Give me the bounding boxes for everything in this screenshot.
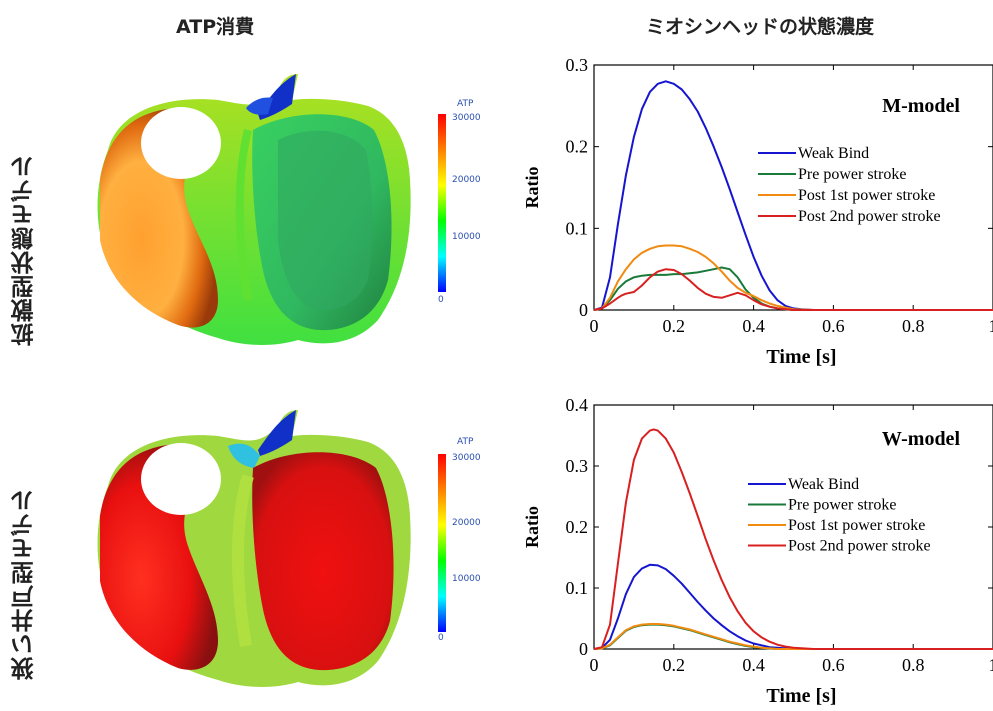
colorbar-top-tick: 0 [438, 295, 444, 305]
x-tick-label: 0 [590, 316, 599, 336]
colorbar-bottom-label: ATP [457, 437, 474, 447]
series-line [593, 623, 993, 650]
y-tick-label: 0.1 [566, 578, 589, 598]
y-tick-label: 0 [579, 639, 588, 659]
colorbar-top-scale [438, 114, 446, 292]
row-title-bottom: 狭い井戸型モデル [12, 488, 38, 680]
x-tick-label: 0.2 [663, 655, 686, 675]
x-axis-label: Time [s] [766, 346, 836, 368]
x-tick-label: 1 [989, 316, 993, 336]
legend-label: Post 1st power stroke [798, 187, 935, 204]
chart-m-model: 0 0.2 0.4 0.6 0.8 1 0 0.1 0.2 0.3 Time [s] Ratio M-m… [522, 55, 993, 368]
x-tick-label: 0.4 [742, 316, 765, 336]
y-tick-label: 0.2 [566, 517, 589, 537]
series-line [593, 244, 993, 311]
heart-bottom-image [97, 410, 411, 687]
series-line [593, 623, 993, 650]
colorbar-bottom: ATP 30000 20000 10000 0 [438, 437, 481, 643]
y-tick-label: 0.3 [566, 456, 589, 476]
myosin-title: ミオシンヘッドの状態濃度 [646, 16, 875, 38]
legend-label: Post 2nd power stroke [788, 538, 931, 555]
x-tick-label: 0.8 [902, 316, 925, 336]
x-tick-label: 0.4 [742, 655, 765, 675]
legend-label: Pre power stroke [788, 497, 896, 514]
colorbar-bottom-tick: 30000 [452, 453, 481, 463]
model-annotation: M-model [882, 95, 960, 117]
series-line [593, 428, 993, 650]
x-tick-label: 0.2 [663, 316, 686, 336]
heart-top-image [97, 74, 411, 345]
colorbar-top: ATP 30000 20000 10000 0 [438, 99, 481, 305]
y-tick-label: 0.4 [566, 395, 589, 415]
colorbar-top-label: ATP [457, 99, 474, 109]
colorbar-top-tick: 10000 [452, 232, 481, 242]
colorbar-top-tick: 20000 [452, 175, 481, 185]
model-annotation: W-model [882, 428, 961, 450]
y-axis-label: Ratio [522, 506, 542, 548]
y-tick-label: 0 [579, 300, 588, 320]
legend-label: Weak Bind [798, 145, 869, 162]
colorbar-bottom-tick: 20000 [452, 518, 481, 528]
series-line [593, 268, 993, 311]
atp-title: ATP消費 [176, 16, 255, 38]
legend-label: Post 1st power stroke [788, 517, 925, 534]
legend-label: Weak Bind [788, 476, 859, 493]
colorbar-bottom-tick: 0 [438, 633, 444, 643]
x-tick-label: 0.8 [902, 655, 925, 675]
x-tick-label: 1 [989, 655, 993, 675]
y-tick-label: 0.1 [566, 218, 589, 238]
legend-label: Pre power stroke [798, 166, 906, 183]
y-tick-label: 0.2 [566, 137, 589, 157]
colorbar-top-tick: 30000 [452, 113, 481, 123]
series-line [593, 563, 993, 650]
x-tick-label: 0.6 [822, 316, 845, 336]
y-tick-label: 0.3 [566, 55, 589, 75]
x-tick-label: 0.6 [822, 655, 845, 675]
legend-label: Post 2nd power stroke [798, 208, 941, 225]
colorbar-bottom-scale [438, 454, 446, 632]
row-title-top: 拡散型状態モデル [12, 154, 38, 346]
x-tick-label: 0 [590, 655, 599, 675]
colorbar-bottom-tick: 10000 [452, 574, 481, 584]
y-axis-label: Ratio [522, 167, 542, 209]
x-axis-label: Time [s] [766, 685, 836, 707]
